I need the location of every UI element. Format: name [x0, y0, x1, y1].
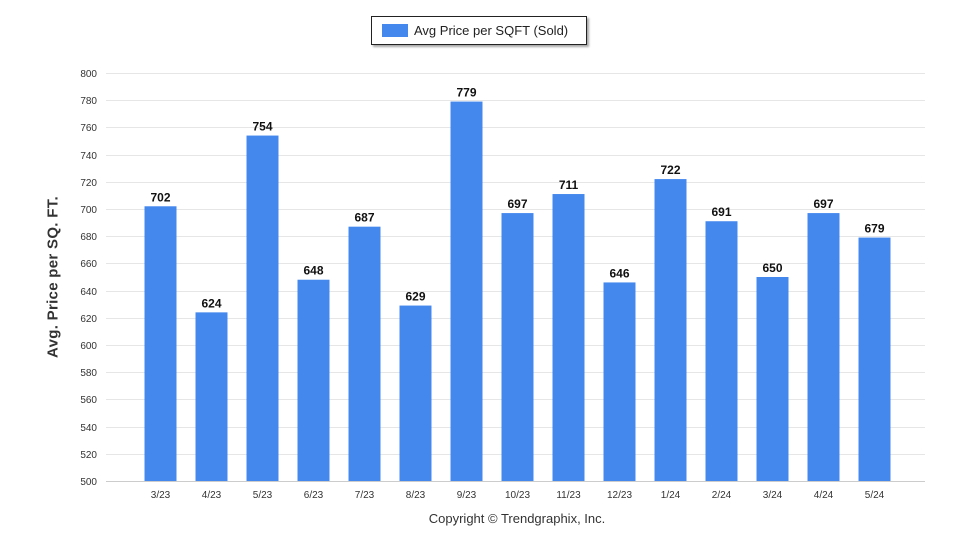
x-tick-label: 6/23: [304, 490, 324, 501]
x-tick-label: 8/23: [406, 490, 426, 501]
y-tick-label: 680: [80, 232, 97, 243]
bar-4-24: [807, 213, 840, 481]
data-label: 648: [303, 264, 323, 278]
y-tick-label: 660: [80, 259, 97, 270]
bar-8-23: [399, 305, 432, 481]
data-label: 697: [813, 197, 833, 211]
data-label: 754: [252, 120, 272, 134]
x-tick-label: 5/24: [865, 490, 885, 501]
y-tick-label: 540: [80, 423, 97, 434]
bar-6-23: [297, 279, 330, 481]
data-label: 697: [507, 197, 527, 211]
bar-2-24: [705, 221, 738, 482]
y-axis-label: Avg. Price per SQ. FT.: [44, 196, 62, 358]
y-tick-label: 560: [80, 395, 97, 406]
x-tick-label: 4/24: [814, 490, 834, 501]
x-tick-label: 2/24: [712, 490, 732, 501]
bar-3-23: [144, 206, 177, 481]
data-label: 711: [559, 178, 579, 192]
x-tick-label: 3/23: [151, 490, 171, 501]
bar-5-24: [858, 237, 891, 481]
x-tick-label: 9/23: [457, 490, 477, 501]
y-tick-label: 800: [80, 69, 97, 80]
legend: Avg Price per SQFT (Sold): [371, 16, 587, 45]
x-axis-ticks: 3/23 4/23 5/23 6/23 7/23 8/23 9/23 10/23 11/23 12…: [151, 490, 885, 501]
y-tick-label: 780: [80, 96, 97, 107]
data-label: 629: [405, 290, 425, 304]
data-label: 691: [711, 205, 731, 219]
data-label: 687: [354, 211, 374, 225]
x-tick-label: 11/23: [556, 490, 581, 501]
bar-4-23: [195, 312, 228, 481]
data-label: 646: [609, 266, 629, 280]
bar-12-23: [603, 282, 636, 481]
x-tick-label: 5/23: [253, 490, 273, 501]
legend-swatch: [382, 24, 408, 37]
data-label: 624: [201, 296, 221, 310]
data-label: 722: [660, 163, 680, 177]
bar-10-23: [501, 213, 534, 481]
bar-9-23: [450, 101, 483, 481]
x-tick-label: 12/23: [607, 490, 632, 501]
x-tick-label: 3/24: [763, 490, 783, 501]
y-tick-label: 620: [80, 314, 97, 325]
data-labels: 702 624 754 648 687 629 779 697 711 646 722 691 650 6…: [150, 86, 884, 311]
bar-11-23: [552, 194, 585, 482]
bar-1-24: [654, 179, 687, 481]
copyright-text: Copyright © Trendgraphix, Inc.: [428, 511, 606, 526]
x-tick-label: 1/24: [661, 490, 681, 501]
y-tick-label: 500: [80, 477, 97, 488]
y-axis-ticks: 500 520 540 560 580 600 620 640 660 680 700 720 740 7…: [80, 69, 97, 488]
bars: [144, 101, 891, 482]
y-tick-label: 640: [80, 287, 97, 298]
y-tick-label: 720: [80, 178, 97, 189]
x-tick-label: 10/23: [505, 490, 530, 501]
y-tick-label: 740: [80, 151, 97, 162]
bar-3-24: [756, 277, 789, 481]
y-tick-label: 700: [80, 205, 97, 216]
y-tick-label: 520: [80, 450, 97, 461]
x-tick-label: 4/23: [202, 490, 222, 501]
x-tick-label: 7/23: [355, 490, 375, 501]
y-tick-label: 760: [80, 123, 97, 134]
y-tick-label: 580: [80, 368, 97, 379]
data-label: 650: [762, 261, 782, 275]
data-label: 679: [864, 222, 884, 236]
data-label: 702: [150, 190, 170, 204]
bar-5-23: [246, 135, 279, 481]
data-label: 779: [456, 86, 476, 100]
legend-label: Avg Price per SQFT (Sold): [414, 23, 569, 38]
bar-7-23: [348, 226, 381, 481]
y-tick-label: 600: [80, 341, 97, 352]
